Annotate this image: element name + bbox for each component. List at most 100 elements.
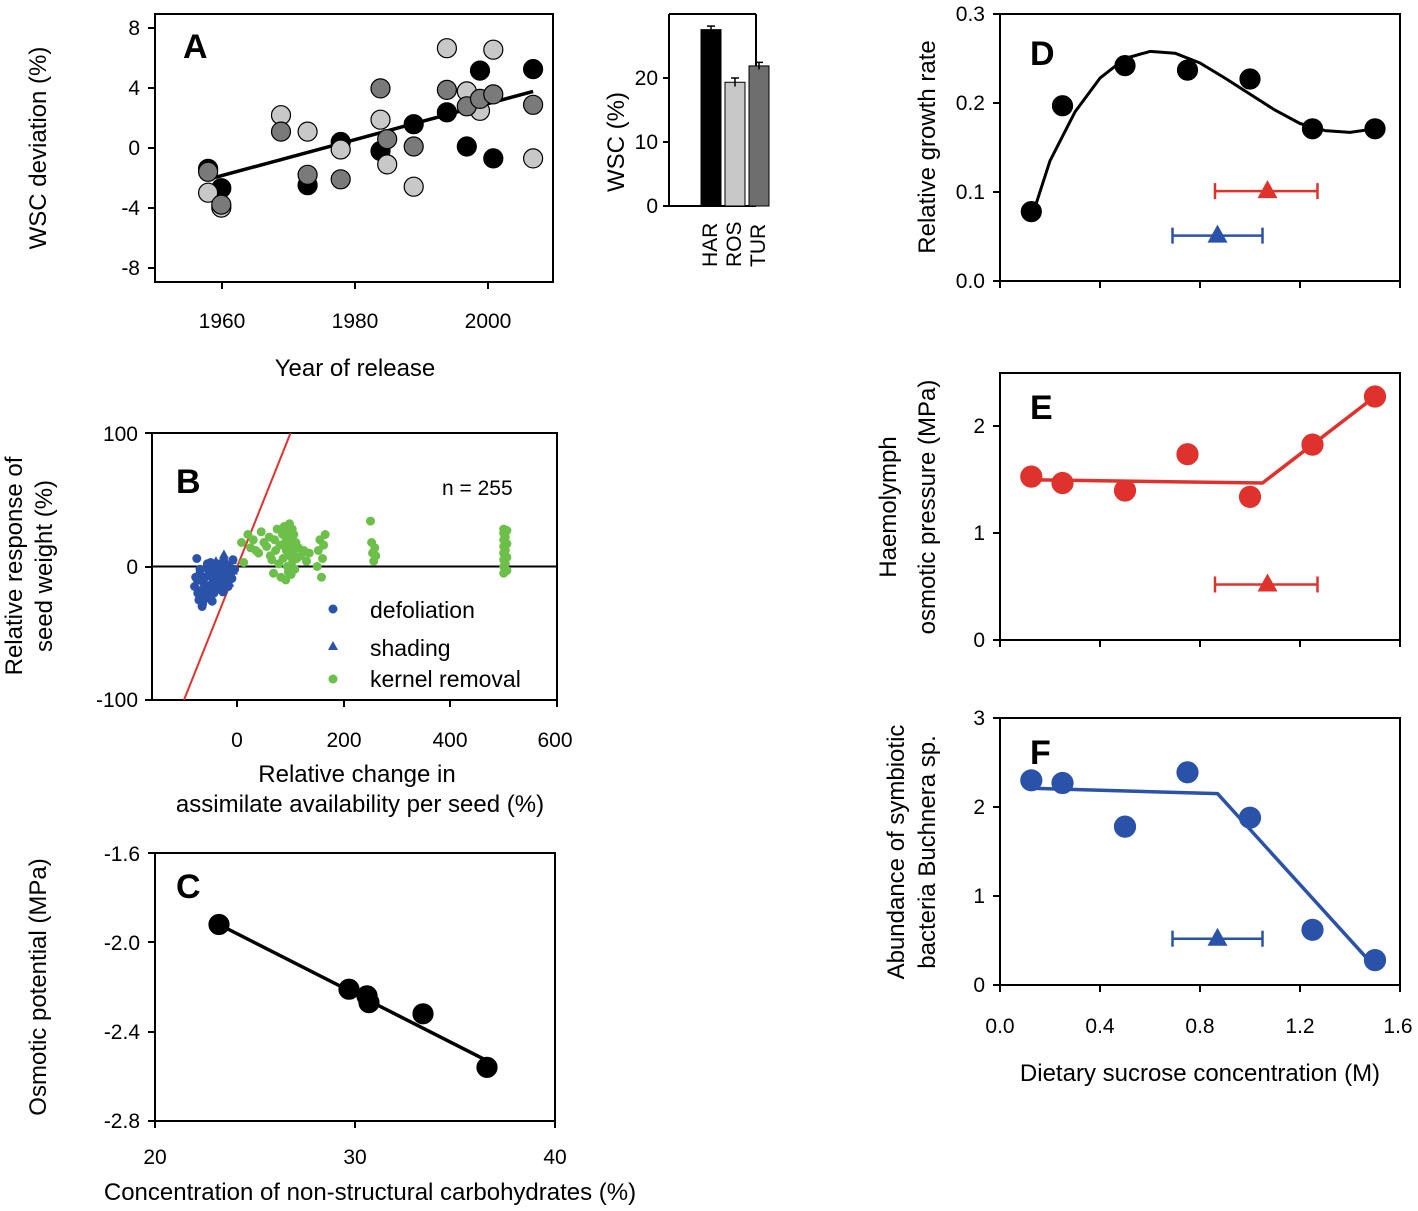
panel-b-annotation: n = 255 [442,477,513,500]
y-tick-label: 3 [973,707,985,730]
panel-b: B n = 255 100 0 -100 0 200 400 600 Relat… [1,423,573,818]
data-point-tur [330,169,351,190]
panel-c-xticks: 20 30 40 [143,1121,567,1169]
y-tick-label: 0.0 [956,270,985,293]
triangle-marker [1207,927,1228,946]
bar-ros [724,81,746,207]
panel-e-frame [999,372,1401,641]
y-tick-label: 0 [128,137,140,160]
y-tick-label: 4 [128,77,140,100]
data-point-kernel-removal [320,530,330,539]
panel-d-label: D [1030,35,1055,73]
x-tick-label: 0.0 [985,1015,1014,1038]
panel-b-xlabel: Relative change in [258,761,455,788]
data-point-ros [403,176,424,197]
panel-b-xticks: 0 200 400 600 [231,700,573,752]
data-point-har [522,58,544,80]
panel-e: E 0 1 2 Haemolymph osmotic pressure (MPa… [875,372,1401,652]
panel-f-frame [999,717,1401,986]
data-point [1239,68,1261,90]
data-point-kernel-removal [267,555,277,565]
bar-tur [748,65,770,207]
data-point-kernel-removal [278,554,288,563]
data-point-kernel-removal [312,562,322,571]
broken-stick-line [1031,395,1377,485]
data-point-shading [202,569,213,579]
y-tick-label: 100 [103,423,138,446]
panel-c-ylabel: Osmotic potential (MPa) [25,858,52,1115]
y-tick-label: -1.6 [104,843,140,866]
data-point [1363,948,1387,972]
panel-d-frame [999,13,1401,282]
data-point [476,1056,498,1079]
x-tick-label: HAR [699,223,722,267]
panel-f-xticks: 0.0 0.4 0.8 1.2 1.6 [985,985,1413,1038]
data-point-defoliation [190,582,200,591]
panel-e-ylabel: Haemolymph [875,436,902,577]
data-point-shading [228,565,238,575]
data-point-har [483,148,504,169]
x-tick-label: 30 [343,1146,366,1169]
data-point-har [436,102,457,123]
triangle-marker [1257,573,1278,592]
y-tick-label: 20 [635,67,658,90]
data-point-ros [377,154,398,175]
data-point-ros [436,38,457,59]
x-tick-label: 600 [537,729,572,752]
data-point [1020,201,1042,223]
panel-d-plot [1020,49,1386,244]
x-tick-label: TUR [747,224,770,267]
data-point-kernel-removal [262,542,272,551]
x-tick-label: 400 [432,729,467,752]
data-point [1364,118,1386,140]
data-point-ros [297,121,318,142]
data-point [208,913,230,936]
x-tick-label: 200 [326,729,361,752]
data-point [1238,485,1262,508]
data-point-ros [483,39,504,60]
y-tick-label: 1 [973,522,985,545]
panel-c-label: C [176,868,201,906]
data-point-kernel-removal [256,527,266,537]
data-point-kernel-removal [502,552,512,562]
data-point [1113,479,1137,502]
data-point-har [469,60,491,81]
x-tick-label: 40 [543,1146,566,1169]
triangle-marker [1207,224,1228,243]
data-point-shading [210,556,221,566]
data-point-shading [216,572,227,582]
y-tick-label: 0 [126,556,138,579]
x-tick-label: 1980 [332,310,379,333]
y-tick-label: -4 [121,197,140,220]
panel-d-yticks: 0.0 0.1 0.2 0.3 [956,3,1000,293]
data-point-shading [218,549,229,559]
x-tick-label: 0.4 [1085,1015,1115,1038]
data-point-shading [205,558,216,568]
data-point-tur [198,161,219,182]
data-point [1176,443,1199,466]
data-point-kernel-removal [289,530,299,539]
y-tick-label: 2 [973,796,985,819]
data-point-shading [222,569,233,579]
data-point-defoliation [193,588,203,598]
panel-b-plot [152,433,557,700]
legend-label-kernel-removal: kernel removal [370,666,521,692]
fitted-curve [1029,49,1376,220]
panel-e-plot [1020,385,1387,593]
data-point [1051,771,1074,795]
data-point-tur [522,94,544,115]
y-tick-label: 10 [635,131,658,154]
data-point-kernel-removal [237,538,246,547]
panel-c: C -1.6 -2.0 -2.4 -2.8 20 30 40 Concentra… [25,843,636,1206]
inset-yticks: 0 10 20 [635,67,669,218]
data-point [358,991,380,1014]
data-point [1051,471,1074,495]
panel-f-plot [1020,761,1387,972]
data-point-defoliation [191,572,201,582]
data-point-tur [436,79,457,101]
data-point-kernel-removal [317,572,326,582]
data-point-kernel-removal [304,548,314,558]
x-tick-label: 1.6 [1383,1015,1412,1038]
data-point [1051,95,1074,117]
